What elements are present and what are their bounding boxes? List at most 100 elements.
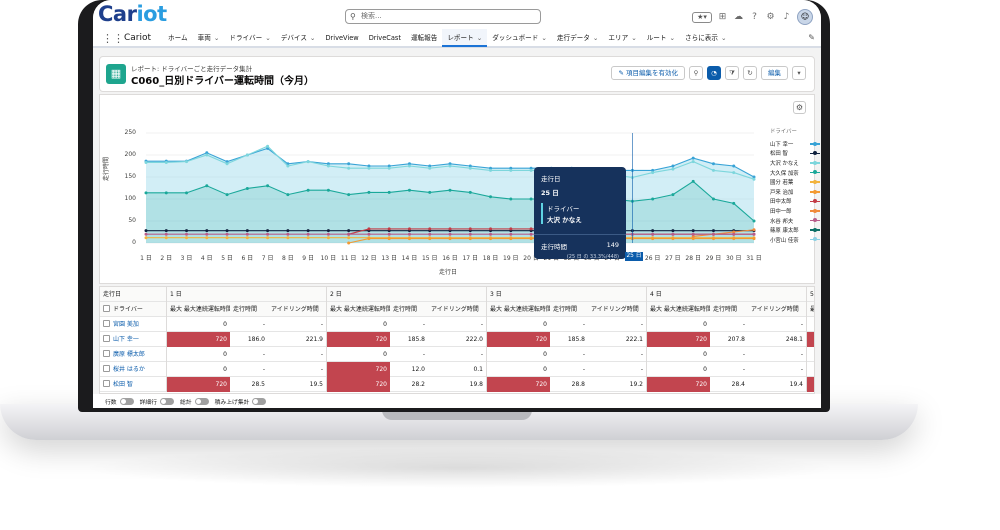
data-point[interactable] [225,232,229,236]
data-point[interactable] [732,232,736,236]
data-point[interactable] [306,236,310,240]
data-point[interactable] [448,162,452,166]
chevron-down-icon[interactable]: ▾ [792,66,806,80]
data-point[interactable] [205,153,209,157]
data-point[interactable] [326,188,330,192]
data-point[interactable] [164,160,168,164]
legend-item[interactable]: 松田 智 [770,149,820,159]
metric-column-header[interactable]: アイドリング時間 [271,306,319,313]
chevron-down-icon[interactable]: ⌄ [631,34,637,42]
data-point[interactable] [691,229,695,233]
data-point[interactable] [347,229,351,233]
metric-column-header[interactable]: 最大 最大連続運転時間[分] [326,302,390,317]
legend-item[interactable]: 田中太郎 [770,197,820,207]
driver-name-cell[interactable]: 山下 幸一 [100,332,166,347]
row-checkbox[interactable] [103,380,110,387]
data-point[interactable] [529,227,533,231]
legend-item[interactable]: 篠原 康太郎 [770,225,820,235]
data-point[interactable] [185,232,189,236]
data-point[interactable] [306,160,310,164]
data-point[interactable] [144,229,148,233]
data-point[interactable] [326,162,330,166]
data-point[interactable] [286,193,290,197]
metric-column-header[interactable]: 最大 最大連続運転時間[分] [486,302,550,317]
chevron-down-icon[interactable]: ⌄ [541,34,547,42]
data-point[interactable] [286,229,290,233]
data-point[interactable] [428,237,432,241]
nav-item-6[interactable]: 運転報告 [406,29,442,47]
data-point[interactable] [448,188,452,192]
data-point[interactable] [225,160,229,164]
nav-item-5[interactable]: DriveCast [364,29,406,47]
nav-item-3[interactable]: デバイス ⌄ [276,29,321,47]
data-point[interactable] [691,160,695,164]
data-point[interactable] [752,232,756,236]
avatar[interactable]: ☺ [797,9,813,25]
data-point[interactable] [468,237,472,241]
legend-item[interactable]: 大沢 かなえ [770,158,820,168]
data-point[interactable] [185,229,189,233]
edit-nav-icon[interactable]: ✎ [808,33,815,42]
data-point[interactable] [752,228,756,232]
chevron-down-icon[interactable]: ⌄ [669,34,676,42]
data-point[interactable] [286,236,290,240]
nav-item-7[interactable]: レポート ⌄ [442,29,488,47]
metric-column-header[interactable]: 走行時間 [553,306,578,313]
legend-item[interactable]: 大久保 加奈 [770,168,820,178]
data-point[interactable] [509,168,513,172]
data-point[interactable] [448,237,452,241]
data-point[interactable] [489,166,493,170]
data-point[interactable] [489,227,493,231]
data-point[interactable] [144,236,148,240]
edit-button[interactable]: 編集 [761,66,788,80]
enable-field-edit-button[interactable]: ✎ 項目編集を有効化 [611,66,685,80]
data-point[interactable] [205,236,209,240]
metric-column-header[interactable]: 走行時間 [393,306,418,313]
data-point[interactable] [691,232,695,236]
data-point[interactable] [407,162,411,166]
data-point[interactable] [367,232,371,236]
app-launcher-icon[interactable]: ⋮⋮ [102,31,124,45]
chevron-down-icon[interactable]: ⌄ [721,34,727,42]
data-point[interactable] [387,237,391,241]
toggle-switch[interactable] [160,397,175,405]
data-point[interactable] [428,164,432,168]
data-point[interactable] [651,197,655,201]
data-point[interactable] [428,232,432,236]
legend-item[interactable]: 田中一郎 [770,206,820,216]
data-point[interactable] [711,197,715,201]
data-point[interactable] [245,236,249,240]
row-checkbox[interactable] [103,320,110,327]
data-point[interactable] [144,160,148,164]
data-point[interactable] [448,227,452,231]
add-icon[interactable]: ⊞ [718,11,727,22]
legend-item[interactable]: 水谷 邦夫 [770,216,820,226]
data-point[interactable] [245,153,249,157]
data-point[interactable] [367,164,371,168]
data-point[interactable] [752,219,756,223]
data-point[interactable] [407,188,411,192]
help-icon[interactable]: ? [752,11,757,22]
data-point[interactable] [732,230,736,234]
data-point[interactable] [225,229,229,233]
nav-item-9[interactable]: 走行データ ⌄ [552,29,604,47]
data-point[interactable] [671,167,675,171]
data-point[interactable] [266,184,270,188]
day-column-header[interactable]: 4 日 [646,287,806,302]
data-point[interactable] [164,232,168,236]
data-point[interactable] [651,229,655,233]
data-point[interactable] [529,237,533,241]
data-point[interactable] [732,164,736,168]
data-point[interactable] [428,190,432,194]
nav-item-10[interactable]: エリア ⌄ [603,29,641,47]
data-point[interactable] [306,229,310,233]
driver-name-cell[interactable]: 桜井 はるか [100,362,166,377]
data-point[interactable] [489,232,493,236]
data-point[interactable] [164,236,168,240]
data-point[interactable] [266,144,270,148]
select-all-checkbox[interactable] [103,305,110,312]
legend-item[interactable]: 戸来 治加 [770,187,820,197]
legend-item[interactable]: 國分 若葉 [770,177,820,187]
metric-column-header[interactable]: 最大 最大連続運転時間[分] [806,302,814,317]
data-point[interactable] [468,227,472,231]
